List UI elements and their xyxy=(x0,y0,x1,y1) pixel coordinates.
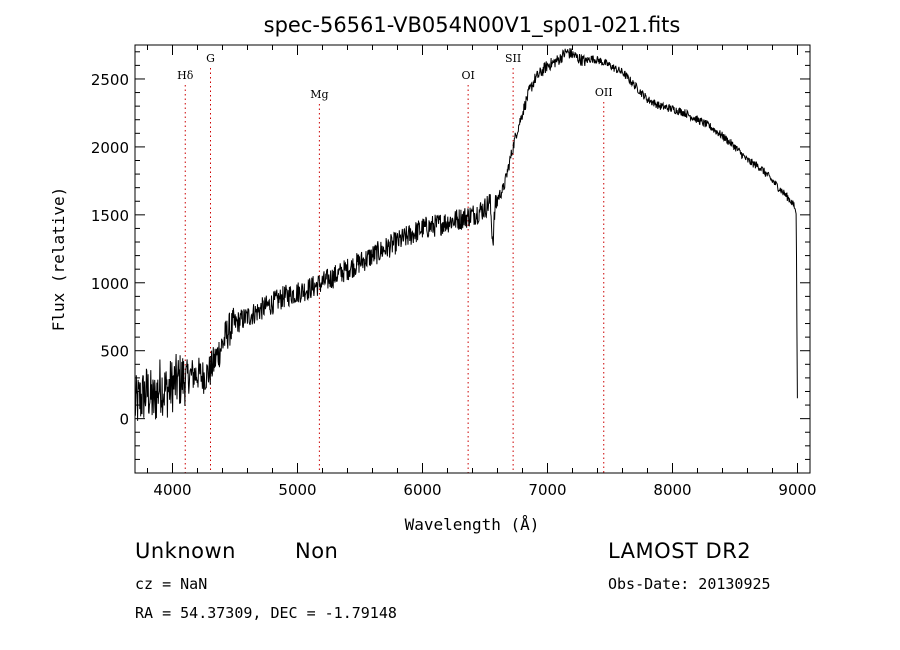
y-tick-label: 1500 xyxy=(91,207,129,225)
obs-date: Obs-Date: 20130925 xyxy=(608,575,771,593)
y-tick-label: 2000 xyxy=(91,139,129,157)
x-tick-label: 7000 xyxy=(528,481,566,499)
object-class: Unknown xyxy=(135,539,236,563)
x-tick-label: 9000 xyxy=(778,481,816,499)
spectral-line-markers: Hδ G Mg OI SII OII xyxy=(177,52,613,473)
x-axis-label: Wavelength (Å) xyxy=(405,515,540,534)
spectral-line-label: OII xyxy=(595,86,613,99)
axis-ticks: 4000 5000 6000 7000 8000 9000 0 500 1000 1500 2000… xyxy=(91,45,817,499)
redshift-value: cz = NaN xyxy=(135,575,208,593)
x-tick-label: 8000 xyxy=(653,481,691,499)
spectral-line-label: SII xyxy=(505,52,521,65)
y-tick-label: 500 xyxy=(100,343,129,361)
y-tick-label: 1000 xyxy=(91,275,129,293)
x-tick-label: 6000 xyxy=(403,481,441,499)
spectral-line-label: Hδ xyxy=(177,69,194,82)
chart-title: spec-56561-VB054N00V1_sp01-021.fits xyxy=(264,13,681,38)
flux-series-line xyxy=(134,48,798,421)
spectral-line-label: OI xyxy=(461,69,474,82)
x-tick-label: 4000 xyxy=(153,481,191,499)
spectrum-chart: spec-56561-VB054N00V1_sp01-021.fits Hδ G M… xyxy=(49,13,817,534)
survey-name: LAMOST DR2 xyxy=(608,539,752,563)
object-subclass: Non xyxy=(295,539,339,563)
spectral-line-label: G xyxy=(206,52,215,65)
spectral-line-label: Mg xyxy=(310,88,328,101)
plot-frame xyxy=(134,44,811,474)
y-axis-label: Flux (relative) xyxy=(49,187,68,332)
y-tick-label: 0 xyxy=(119,411,129,429)
y-tick-label: 2500 xyxy=(91,71,129,89)
x-tick-label: 5000 xyxy=(278,481,316,499)
coordinates: RA = 54.37309, DEC = -1.79148 xyxy=(135,604,397,622)
